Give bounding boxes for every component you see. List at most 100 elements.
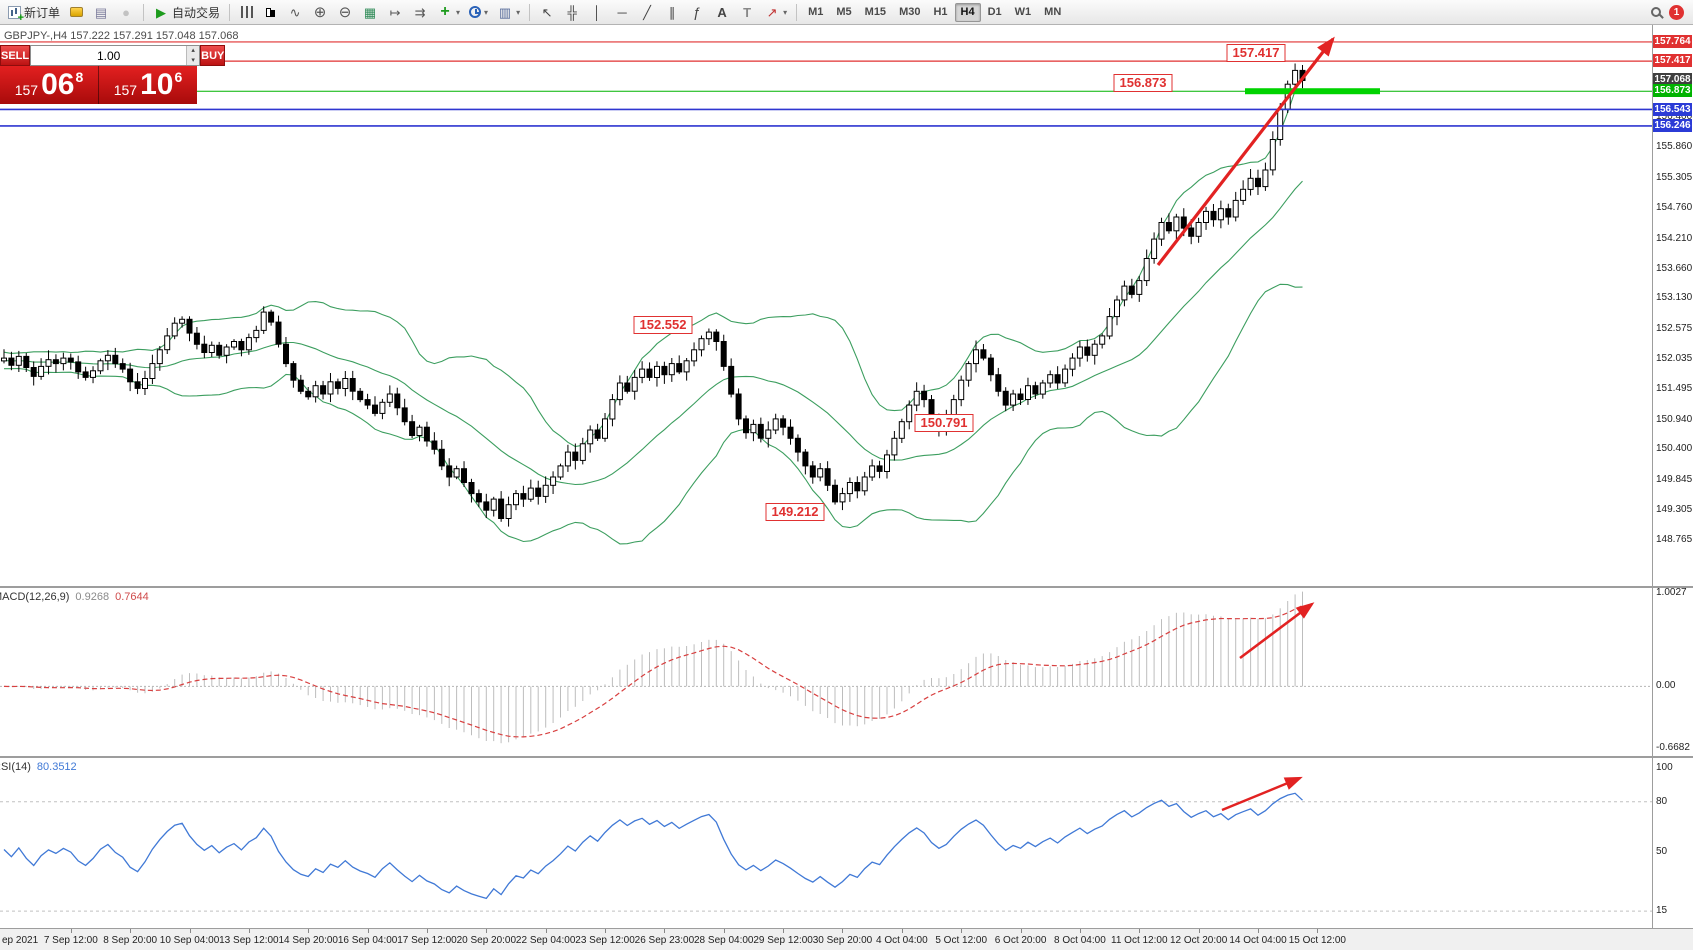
timeframe-m5-button[interactable]: M5 <box>830 3 857 22</box>
zoom-in-button[interactable]: ⊕ <box>308 2 332 23</box>
price-annotation[interactable]: 156.873 <box>1113 74 1173 92</box>
price-scale[interactable]: 156.400 155.860 155.305 154.760 154.210 153.6… <box>1652 25 1693 928</box>
bar-chart-button[interactable] <box>235 2 258 23</box>
time-tick <box>723 929 725 933</box>
time-tick <box>783 929 785 933</box>
timeframe-w1-button[interactable]: W1 <box>1009 3 1038 22</box>
cursor-button[interactable]: ↖ <box>535 2 559 23</box>
bid-price[interactable]: 157 06 8 <box>0 66 99 104</box>
fibonacci-button[interactable]: ƒ <box>685 2 709 23</box>
ask-pip-digit: 6 <box>174 69 183 85</box>
time-tick <box>961 929 963 933</box>
time-axis-label: 30 Sep 20:00 <box>812 935 873 946</box>
ask-price[interactable]: 157 10 6 <box>99 66 197 104</box>
rsi-chart[interactable] <box>0 758 1652 928</box>
price-annotation[interactable]: 150.791 <box>914 414 974 432</box>
time-tick <box>248 929 250 933</box>
time-axis[interactable]: ep 2021 7 Sep 12:00 8 Sep 20:00 10 Sep 04:… <box>0 928 1693 950</box>
candlestick-chart-button[interactable] <box>259 2 282 23</box>
time-axis-label: 23 Sep 12:00 <box>575 935 635 946</box>
periods-icon <box>469 6 482 18</box>
indicators-icon: + <box>440 3 450 20</box>
tile-windows-button[interactable]: ▦ <box>358 2 382 23</box>
cursor-icon: ↖ <box>541 4 553 20</box>
sell-button[interactable]: SELL <box>0 45 31 66</box>
periods-button[interactable]: ▾ <box>465 2 492 23</box>
arrow-objects-button[interactable]: ↗ ▾ <box>760 2 791 23</box>
data-window-button[interactable]: ● <box>114 2 138 23</box>
autotrading-button[interactable]: ▶ 自动交易 <box>149 2 224 23</box>
search-icon[interactable] <box>1651 7 1661 17</box>
main-chart-panel[interactable]: GBPJPY-,H4 157.222 157.291 157.048 157.0… <box>0 25 1652 586</box>
horizontal-line-button[interactable]: ─ <box>610 2 634 23</box>
scale-tick: 155.860 <box>1656 141 1693 153</box>
timeframe-m15-button[interactable]: M15 <box>859 3 892 22</box>
volume-input[interactable] <box>31 46 187 65</box>
scale-tick: 155.305 <box>1656 172 1693 183</box>
time-axis-label: 28 Sep 04:00 <box>694 935 754 946</box>
toolbar: 新订单▤●▶自动交易∿⊕⊖▦↦⇉+▾▾▥▾↖╬│─╱∥ƒAT↗▾M1M5M15M… <box>0 0 1693 25</box>
profiles-button[interactable] <box>65 2 88 23</box>
price-badge: 156.246 <box>1653 118 1692 132</box>
templates-button[interactable]: ▥ ▾ <box>493 2 524 23</box>
channel-button[interactable]: ∥ <box>660 2 684 23</box>
timeframe-m1-button[interactable]: M1 <box>802 3 829 22</box>
macd-chart[interactable] <box>0 588 1652 756</box>
timeframe-m30-button[interactable]: M30 <box>893 3 926 22</box>
volume-up-button[interactable]: ▴ <box>187 46 200 56</box>
timeframe-h1-button[interactable]: H1 <box>927 3 953 22</box>
vertical-line-button[interactable]: │ <box>585 2 609 23</box>
text-label-button[interactable]: T <box>735 2 759 23</box>
ask-prefix: 157 <box>113 81 138 98</box>
time-tick <box>1020 929 1022 933</box>
timeframe-d1-button[interactable]: D1 <box>982 3 1008 22</box>
price-badge: 157.764 <box>1653 34 1692 48</box>
buy-button[interactable]: BUY <box>200 45 226 66</box>
time-axis-label: 22 Sep 04:00 <box>515 935 576 946</box>
new-order-button[interactable]: 新订单 <box>4 2 64 24</box>
time-axis-label: 4 Oct 04:00 <box>875 935 928 946</box>
time-tick <box>1258 929 1259 933</box>
time-axis-label: 29 Sep 12:00 <box>753 935 813 946</box>
channel-icon: ∥ <box>668 4 676 20</box>
timeframe-h4-button[interactable]: H4 <box>954 2 981 22</box>
crosshair-button[interactable]: ╬ <box>560 2 584 23</box>
volume-control: ▴ ▾ <box>30 45 201 66</box>
toolbar-separator <box>229 3 231 21</box>
scale-tick: 148.765 <box>1656 533 1693 545</box>
chart-shift-button[interactable]: ↦ <box>383 2 407 23</box>
line-chart-button[interactable]: ∿ <box>283 2 307 23</box>
chevron-down-icon: ▾ <box>516 7 521 17</box>
scale-tick: 50 <box>1656 846 1668 858</box>
timeframe-mn-button[interactable]: MN <box>1038 3 1067 22</box>
indicators-button[interactable]: + ▾ <box>433 2 464 23</box>
volume-spinner: ▴ ▾ <box>186 46 200 65</box>
text-button[interactable]: A <box>710 2 734 23</box>
price-badge: 156.873 <box>1653 84 1692 98</box>
auto-scroll-button[interactable]: ⇉ <box>408 2 432 23</box>
time-tick <box>901 929 903 933</box>
candlestick-chart[interactable] <box>0 25 1652 586</box>
text-label-icon: T <box>743 4 752 20</box>
scale-tick: 153.130 <box>1656 292 1693 304</box>
price-annotation[interactable]: 157.417 <box>1226 44 1286 62</box>
rsi-panel[interactable]: RSI(14)80.3512 <box>0 756 1652 928</box>
templates-icon: ▥ <box>498 4 512 20</box>
notification-badge[interactable]: 1 <box>1669 4 1684 20</box>
scale-tick: 15 <box>1656 905 1668 917</box>
panel-separator <box>1653 586 1693 588</box>
time-axis-label: 14 Sep 20:00 <box>278 935 338 946</box>
price-annotation[interactable]: 152.552 <box>633 316 693 334</box>
autotrading-icon: ▶ <box>156 4 167 20</box>
ask-big-digits: 10 <box>140 68 174 101</box>
zoom-out-button[interactable]: ⊖ <box>333 2 357 23</box>
print-button[interactable]: ▤ <box>89 2 113 23</box>
time-tick <box>189 929 191 933</box>
time-axis-origin-label: ep 2021 <box>2 935 39 946</box>
price-annotation[interactable]: 149.212 <box>765 503 825 521</box>
time-tick <box>367 929 369 933</box>
time-axis-label: 7 Sep 12:00 <box>43 935 98 946</box>
macd-panel[interactable]: MACD(12,26,9) 0.9268 0.7644 <box>0 586 1652 756</box>
volume-down-button[interactable]: ▾ <box>187 55 200 65</box>
trendline-button[interactable]: ╱ <box>635 2 659 23</box>
